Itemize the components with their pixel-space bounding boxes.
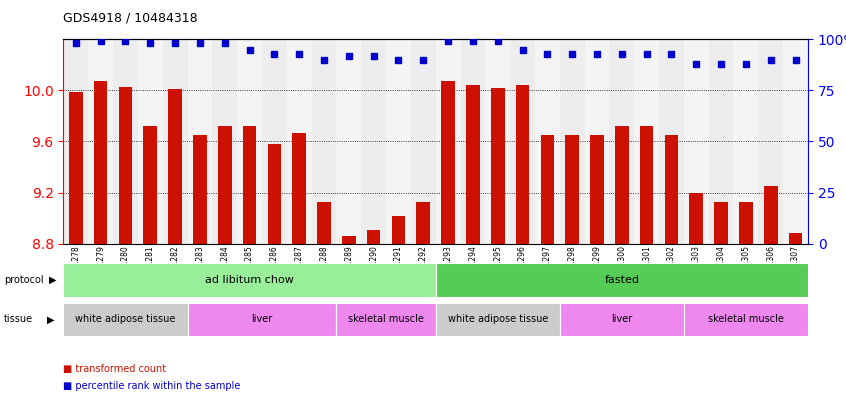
Bar bbox=[684, 303, 808, 336]
Bar bbox=[516, 85, 530, 244]
Bar bbox=[138, 39, 162, 244]
Bar bbox=[510, 39, 535, 244]
Bar bbox=[665, 135, 678, 244]
Bar bbox=[118, 86, 132, 244]
Text: fasted: fasted bbox=[604, 275, 640, 285]
Bar bbox=[560, 303, 684, 336]
Bar bbox=[342, 236, 355, 244]
Text: ■ percentile rank within the sample: ■ percentile rank within the sample bbox=[63, 381, 241, 391]
Bar bbox=[783, 39, 808, 244]
Text: white adipose tissue: white adipose tissue bbox=[448, 314, 548, 324]
Text: ■ transformed count: ■ transformed count bbox=[63, 364, 167, 373]
Bar bbox=[262, 39, 287, 244]
Bar bbox=[311, 39, 337, 244]
Bar bbox=[212, 39, 237, 244]
Bar bbox=[609, 39, 634, 244]
Bar bbox=[640, 126, 653, 244]
Bar bbox=[788, 233, 802, 244]
Text: white adipose tissue: white adipose tissue bbox=[75, 314, 176, 324]
Bar bbox=[162, 39, 188, 244]
Bar bbox=[565, 135, 579, 244]
Bar bbox=[486, 39, 510, 244]
Bar bbox=[287, 39, 311, 244]
Bar bbox=[237, 39, 262, 244]
Bar bbox=[69, 92, 83, 244]
Bar bbox=[585, 39, 609, 244]
Bar bbox=[113, 39, 138, 244]
Bar bbox=[689, 193, 703, 244]
Bar bbox=[634, 39, 659, 244]
Text: GDS4918 / 10484318: GDS4918 / 10484318 bbox=[63, 12, 198, 25]
Bar bbox=[267, 144, 281, 244]
Bar bbox=[94, 81, 107, 244]
Bar bbox=[758, 39, 783, 244]
Bar bbox=[361, 39, 386, 244]
Bar bbox=[317, 202, 331, 244]
Bar bbox=[416, 202, 430, 244]
Bar bbox=[293, 132, 306, 244]
Bar bbox=[684, 39, 709, 244]
Bar bbox=[218, 126, 232, 244]
Bar bbox=[63, 263, 436, 297]
Bar bbox=[442, 81, 455, 244]
Text: ▶: ▶ bbox=[47, 314, 54, 324]
Bar bbox=[535, 39, 560, 244]
Bar bbox=[386, 39, 411, 244]
Text: skeletal muscle: skeletal muscle bbox=[708, 314, 784, 324]
Bar bbox=[466, 85, 480, 244]
Bar bbox=[436, 263, 808, 297]
Bar bbox=[411, 39, 436, 244]
Bar bbox=[367, 230, 381, 244]
Bar bbox=[541, 135, 554, 244]
Bar bbox=[436, 39, 460, 244]
Bar bbox=[337, 303, 436, 336]
Bar bbox=[764, 186, 777, 244]
Text: liver: liver bbox=[251, 314, 272, 324]
Text: liver: liver bbox=[611, 314, 633, 324]
Text: tissue: tissue bbox=[4, 314, 33, 324]
Bar bbox=[193, 135, 206, 244]
Bar bbox=[659, 39, 684, 244]
Bar bbox=[144, 126, 157, 244]
Bar bbox=[733, 39, 758, 244]
Text: ad libitum chow: ad libitum chow bbox=[205, 275, 294, 285]
Bar bbox=[168, 89, 182, 244]
Bar bbox=[615, 126, 629, 244]
Bar bbox=[714, 202, 728, 244]
Bar bbox=[460, 39, 486, 244]
Bar bbox=[491, 88, 504, 244]
Text: skeletal muscle: skeletal muscle bbox=[348, 314, 424, 324]
Bar bbox=[337, 39, 361, 244]
Bar bbox=[392, 216, 405, 244]
Bar bbox=[560, 39, 585, 244]
Bar bbox=[188, 39, 212, 244]
Bar bbox=[63, 39, 88, 244]
Bar bbox=[243, 126, 256, 244]
Bar bbox=[436, 303, 560, 336]
Bar bbox=[739, 202, 753, 244]
Bar bbox=[591, 135, 604, 244]
Bar bbox=[88, 39, 113, 244]
Text: ▶: ▶ bbox=[49, 275, 57, 285]
Text: protocol: protocol bbox=[4, 275, 44, 285]
Bar bbox=[63, 303, 188, 336]
Bar bbox=[709, 39, 733, 244]
Bar bbox=[188, 303, 337, 336]
